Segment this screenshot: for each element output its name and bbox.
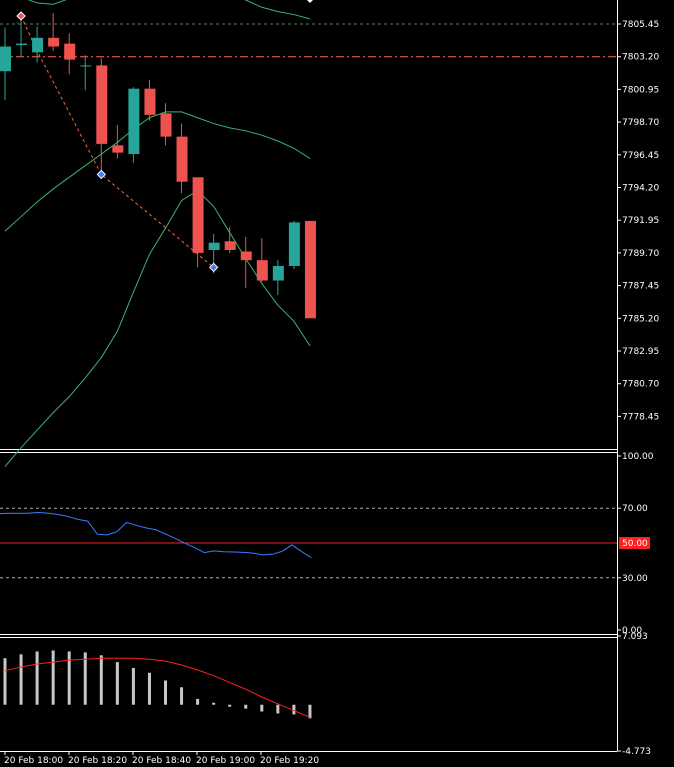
candle: [128, 87, 140, 163]
macd-histogram-bar: [3, 658, 7, 705]
candle-body: [160, 113, 172, 137]
candle: [272, 260, 284, 296]
candle-body: [208, 242, 220, 250]
candle-body: [16, 43, 28, 46]
candle: [240, 236, 252, 288]
macd-histogram-bar: [292, 704, 296, 715]
candle: [224, 226, 236, 253]
candle: [160, 103, 172, 146]
rsi-line: [0, 512, 312, 559]
swing-high-marker: [16, 11, 26, 21]
time-tick-label: 20 Feb 18:40: [132, 756, 191, 766]
candle-body: [64, 43, 76, 60]
candle-body: [32, 37, 44, 53]
rsi-tick-label: 30.00: [622, 574, 648, 584]
candle: [288, 220, 300, 269]
candle: [32, 26, 44, 63]
rsi-tick-label: 100.00: [622, 452, 654, 462]
candle-body: [288, 222, 300, 266]
candle: [304, 220, 316, 319]
macd-histogram-bar: [19, 654, 23, 705]
macd-histogram-bar: [308, 704, 312, 719]
rsi-level-label: 50.00: [622, 539, 648, 549]
candle: [0, 27, 11, 101]
macd-histogram-bar: [164, 680, 167, 705]
candle: [80, 55, 92, 91]
price-tick-label: 7805.45: [622, 20, 659, 30]
swing-low-marker: [96, 169, 107, 180]
swing-low-marker: [208, 262, 219, 273]
top-marker-icon: [307, 0, 313, 3]
price-tick-label: 7785.20: [622, 314, 659, 324]
price-tick-label: 7794.20: [622, 184, 659, 194]
price-tick-label: 7791.95: [622, 216, 659, 226]
price-tick-label: 7787.45: [622, 282, 659, 292]
candle-body: [304, 220, 316, 319]
time-tick-label: 20 Feb 18:00: [4, 756, 63, 766]
macd-histogram-bar: [276, 704, 280, 714]
time-tick-label: 20 Feb 19:00: [196, 756, 255, 766]
macd-histogram-bar: [180, 687, 184, 705]
upper-band-line: [27, 0, 311, 20]
rsi-tick-label: 70.00: [622, 504, 648, 514]
candle: [256, 238, 268, 282]
price-tick-label: 7789.70: [622, 249, 659, 259]
marker-diamond: [16, 11, 26, 21]
candle-body: [96, 65, 108, 144]
macd-histogram-bar: [99, 655, 103, 705]
macd-histogram-bar: [260, 704, 264, 712]
price-tick-label: 7782.95: [622, 347, 659, 357]
candle: [96, 58, 108, 179]
candle: [16, 18, 28, 57]
macd-histogram-bar: [35, 651, 39, 705]
macd-tick-label: 7.093: [622, 632, 648, 642]
candle: [192, 177, 204, 268]
macd-histogram-bar: [147, 672, 151, 705]
candle-body: [0, 46, 11, 72]
marker-diamond: [208, 262, 219, 273]
price-tick-label: 7778.45: [622, 412, 659, 422]
candle-body: [80, 65, 92, 67]
macd-tick-label: -4.773: [622, 747, 651, 757]
lower-band-line: [4, 189, 311, 467]
candle: [48, 13, 60, 51]
macd-signal-line: [4, 657, 311, 718]
macd-histogram-bar: [83, 652, 87, 705]
candle-body: [256, 260, 268, 281]
candle-body: [48, 37, 60, 47]
macd-histogram-bar: [131, 667, 135, 705]
middle-band-line: [4, 111, 311, 232]
time-tick-label: 20 Feb 19:20: [260, 756, 319, 766]
macd-histogram-bar: [196, 698, 200, 705]
candle-body: [192, 177, 204, 253]
macd-histogram-bar: [51, 650, 55, 705]
candle: [64, 33, 76, 75]
marker-diamond: [96, 169, 107, 180]
candle: [176, 123, 188, 194]
macd-histogram-bar: [228, 704, 232, 707]
zigzag-line: [20, 15, 214, 268]
candle-body: [272, 265, 284, 281]
macd-histogram-bar: [212, 702, 216, 705]
price-tick-label: 7796.45: [622, 151, 659, 161]
candle: [112, 125, 124, 159]
candle-body: [176, 136, 188, 182]
rsi-tick-label: 0.00: [622, 626, 642, 636]
candle-body: [240, 251, 252, 261]
price-tick-label: 7780.70: [622, 380, 659, 390]
candle-body: [128, 88, 140, 155]
candle-body: [224, 241, 236, 250]
price-tick-label: 7803.20: [622, 53, 659, 63]
rsi-level-badge: [619, 537, 650, 549]
candle-body: [144, 88, 156, 115]
macd-histogram-bar: [115, 662, 119, 705]
candle-body: [112, 145, 124, 153]
macd-histogram-bar: [67, 651, 71, 705]
price-tick-label: 7798.70: [622, 118, 659, 128]
price-tick-label: 7800.95: [622, 85, 659, 95]
time-tick-label: 20 Feb 18:20: [68, 756, 127, 766]
candle: [144, 79, 156, 121]
macd-histogram-bar: [244, 704, 248, 709]
